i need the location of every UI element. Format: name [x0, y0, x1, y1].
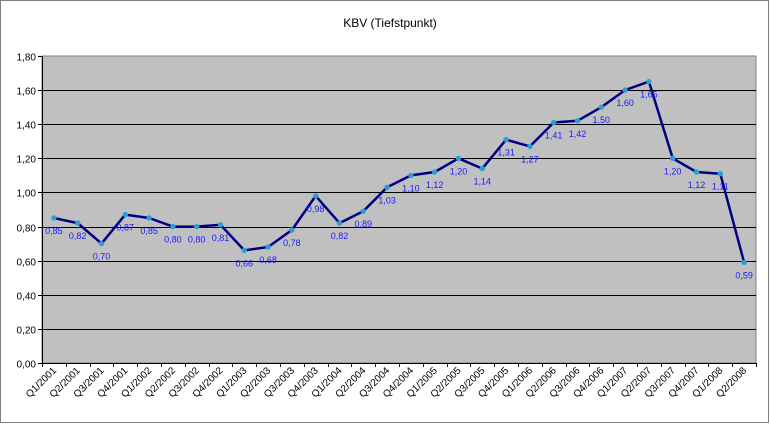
data-label: 0,98	[307, 204, 325, 214]
data-label: 1,41	[545, 131, 563, 141]
data-label: 0,59	[735, 270, 753, 280]
y-tick-label: 0,20	[17, 326, 37, 337]
data-point	[503, 136, 509, 143]
y-tick-label: 0,60	[17, 258, 37, 269]
data-label: 1,12	[426, 180, 444, 190]
y-tick-label: 1,60	[17, 87, 37, 98]
data-label: 1,42	[569, 129, 587, 139]
data-label: 0,85	[45, 226, 63, 236]
data-point	[670, 155, 676, 162]
data-point	[646, 78, 652, 85]
data-label: 1,31	[497, 148, 515, 158]
y-tick-label: 1,80	[17, 53, 37, 64]
y-tick-label: 1,40	[17, 121, 37, 132]
data-point	[598, 104, 604, 110]
data-label: 1,14	[474, 177, 492, 187]
data-point	[717, 171, 723, 177]
chart-title: KBV (Tiefstpunkt)	[343, 16, 437, 30]
data-point	[51, 215, 57, 221]
gridlines	[42, 90, 756, 330]
data-point	[432, 169, 438, 175]
data-label: 0,87	[117, 223, 135, 233]
data-point	[146, 215, 152, 221]
y-tick-label: 0,00	[17, 360, 37, 371]
data-point	[98, 240, 105, 247]
data-point	[479, 165, 485, 172]
data-label: 1,27	[521, 154, 539, 164]
data-label: 1,11	[712, 182, 729, 192]
data-label: 1,03	[378, 195, 396, 205]
data-point	[241, 247, 248, 254]
y-tick-label: 1,00	[17, 189, 37, 200]
data-label: 0,80	[188, 235, 206, 245]
data-label: 0,66	[236, 258, 254, 268]
data-label: 0,70	[93, 252, 111, 262]
data-point	[170, 223, 176, 230]
data-label: 0,68	[259, 255, 277, 265]
data-point	[741, 259, 747, 266]
data-label: 0,82	[69, 231, 87, 241]
y-axis: 0,00 0,20 0,40 0,60 0,80 1,00 1,20 1,40 1,60 1,80	[17, 53, 43, 371]
series-line	[53, 80, 746, 263]
data-point	[75, 220, 81, 226]
data-point	[408, 172, 414, 179]
data-label: 1,50	[593, 115, 611, 125]
data-label: 0,80	[164, 235, 182, 245]
data-point	[384, 184, 390, 191]
data-point	[336, 220, 343, 226]
data-point	[622, 87, 628, 93]
data-point	[289, 227, 295, 233]
data-point	[551, 119, 557, 126]
plot-area	[41, 55, 757, 364]
data-label: 1,12	[688, 180, 706, 190]
data-label: 1,65	[640, 90, 658, 100]
data-point	[527, 143, 533, 150]
data-label: 0,89	[355, 219, 373, 229]
data-point	[360, 208, 366, 214]
data-label: 1,60	[616, 98, 634, 108]
data-label: 1,10	[402, 183, 420, 193]
data-point	[574, 118, 581, 124]
y-tick-label: 0,80	[17, 224, 37, 235]
data-label: 0,85	[140, 226, 158, 236]
data-point	[217, 222, 224, 228]
data-point	[313, 193, 319, 199]
data-label: 0,81	[212, 233, 230, 243]
y-tick-label: 1,20	[17, 155, 37, 166]
data-label: 0,78	[283, 238, 301, 248]
data-point	[194, 223, 200, 230]
data-label: 0,82	[331, 231, 349, 241]
y-tick-label: 0,40	[17, 292, 37, 303]
data-point	[693, 169, 700, 175]
data-point	[122, 211, 129, 218]
data-label: 1,20	[664, 166, 682, 176]
series: 0,85 0,82 0,70 0,87 0,85 0,80 0,80 0,81 0,66 0,68…	[45, 78, 753, 280]
data-point	[265, 244, 271, 250]
data-label: 1,20	[450, 166, 468, 176]
data-point	[455, 155, 462, 162]
